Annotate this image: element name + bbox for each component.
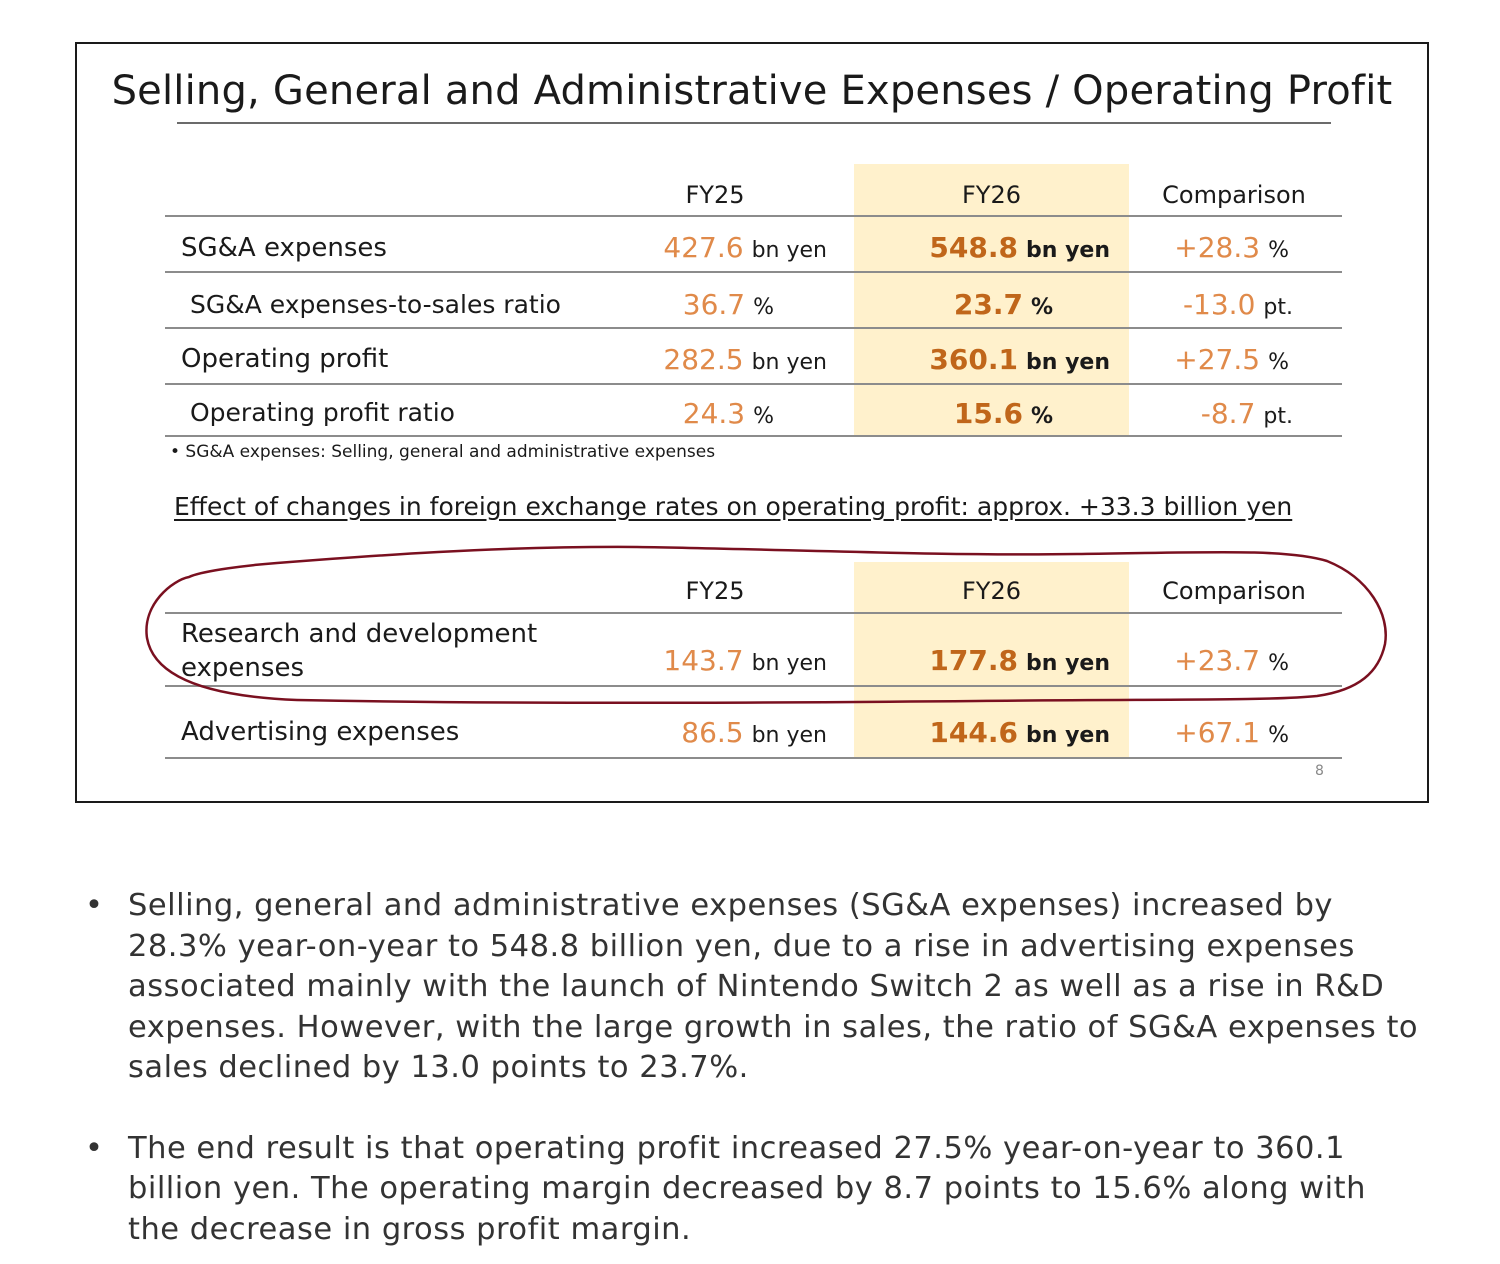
fy26-unit: % [1030, 404, 1053, 429]
row-label-sga-ratio: SG&A expenses-to-sales ratio [190, 290, 561, 319]
fy26-value: 15.6 [953, 397, 1023, 430]
row-fy26-sga-ratio: 23.7% [907, 288, 1053, 321]
row-comparison-advertising-expenses: +67.1% [1157, 716, 1289, 749]
row-comparison-operating-profit-ratio: -8.7 pt. [1157, 397, 1293, 430]
fy25-value: 282.5 [663, 343, 744, 376]
comparison-unit: pt. [1263, 295, 1293, 320]
bullet-item: • Selling, general and administrative ex… [85, 886, 1425, 1089]
comparison-value: +28.3 [1174, 231, 1261, 264]
fy26-value: 144.6 [929, 716, 1018, 749]
row-label-operating-profit: Operating profit [181, 344, 389, 374]
fy25-value: 143.7 [663, 644, 744, 677]
page-number: 8 [1315, 763, 1324, 779]
table2-header-fy26: FY26 [961, 577, 1021, 605]
fy26-highlight-column-2 [854, 562, 1129, 757]
fy26-unit: % [1030, 295, 1053, 320]
fy26-unit: bn yen [1026, 238, 1110, 263]
row-fy26-advertising-expenses: 144.6 bn yen [907, 716, 1110, 749]
comparison-unit: % [1268, 723, 1289, 748]
table2-header-rule [165, 612, 1342, 614]
row-fy25-sga-expenses: 427.6 bn yen [637, 231, 827, 264]
fy26-unit: bn yen [1026, 651, 1110, 676]
table2-row-rule [165, 685, 1342, 687]
fy25-unit: bn yen [751, 651, 827, 676]
row-fy26-sga-expenses: 548.8 bn yen [907, 231, 1110, 264]
rnd-label-line1: Research and development [181, 619, 538, 649]
fy25-value: 86.5 [681, 716, 744, 749]
table1-bottom-rule [165, 435, 1342, 437]
row-comparison-rnd-expenses: +23.7% [1157, 644, 1289, 677]
row-comparison-operating-profit: +27.5% [1157, 343, 1289, 376]
comparison-unit: % [1268, 350, 1289, 375]
row-fy25-advertising-expenses: 86.5 bn yen [637, 716, 827, 749]
fy25-unit: bn yen [751, 723, 827, 748]
footnote: • SG&A expenses: Selling, general and ad… [170, 442, 716, 462]
row-fy25-operating-profit-ratio: 24.3% [637, 397, 774, 430]
fy26-value: 177.8 [929, 644, 1018, 677]
table1-header-fy25: FY25 [685, 181, 745, 209]
row-fy25-rnd-expenses: 143.7 bn yen [637, 644, 827, 677]
bullet-marker: • [85, 1130, 104, 1166]
table1-row-rule [165, 327, 1342, 329]
table2-header-fy25: FY25 [685, 577, 745, 605]
fy25-unit: % [753, 295, 774, 320]
comparison-value: -13.0 [1182, 288, 1256, 321]
bullet-text: The end result is that operating profit … [128, 1130, 1366, 1247]
fy25-value: 36.7 [682, 288, 746, 321]
fy26-value: 23.7 [953, 288, 1023, 321]
bullet-item: • The end result is that operating profi… [85, 1129, 1425, 1251]
row-comparison-sga-ratio: -13.0 pt. [1157, 288, 1293, 321]
table1-header-rule [165, 215, 1342, 217]
bullet-marker: • [85, 888, 104, 923]
fy26-value: 360.1 [929, 343, 1018, 376]
comparison-unit: % [1268, 651, 1289, 676]
fy26-unit: bn yen [1026, 350, 1110, 375]
comparison-unit: pt. [1263, 404, 1293, 429]
row-fy25-sga-ratio: 36.7% [637, 288, 774, 321]
table1-row-rule [165, 271, 1342, 273]
commentary-bullets: • Selling, general and administrative ex… [85, 886, 1425, 1250]
row-comparison-sga-expenses: +28.3% [1157, 231, 1289, 264]
row-label-operating-profit-ratio: Operating profit ratio [190, 398, 455, 427]
slide: Selling, General and Administrative Expe… [75, 42, 1429, 803]
slide-title: Selling, General and Administrative Expe… [111, 68, 1393, 114]
fy25-value: 24.3 [682, 397, 746, 430]
row-fy26-operating-profit: 360.1 bn yen [907, 343, 1110, 376]
table1-row-rule [165, 383, 1342, 385]
annotation-circle [145, 545, 1387, 705]
fx-effect-note: Effect of changes in foreign exchange ra… [174, 492, 1293, 521]
fy26-value: 548.8 [929, 231, 1018, 264]
fy25-unit: % [753, 404, 774, 429]
row-fy26-operating-profit-ratio: 15.6% [907, 397, 1053, 430]
row-label-rnd-expenses: Research and development expenses [181, 617, 537, 685]
table1-header-fy26: FY26 [961, 181, 1021, 209]
row-label-advertising-expenses: Advertising expenses [181, 717, 460, 747]
comparison-value: +67.1 [1174, 716, 1261, 749]
row-fy26-rnd-expenses: 177.8 bn yen [907, 644, 1110, 677]
comparison-unit: % [1268, 238, 1289, 263]
table2-header-comparison: Comparison [1162, 577, 1306, 605]
comparison-value: -8.7 [1200, 397, 1256, 430]
fy25-value: 427.6 [663, 231, 744, 264]
title-divider [177, 122, 1331, 124]
table1-header-comparison: Comparison [1162, 181, 1306, 209]
fy25-unit: bn yen [751, 238, 827, 263]
fy25-unit: bn yen [751, 350, 827, 375]
fy26-unit: bn yen [1026, 723, 1110, 748]
fy26-highlight-column-1 [854, 164, 1129, 435]
row-fy25-operating-profit: 282.5 bn yen [637, 343, 827, 376]
bullet-text: Selling, general and administrative expe… [128, 888, 1419, 1085]
comparison-value: +27.5 [1174, 343, 1261, 376]
rnd-label-line2: expenses [181, 653, 304, 683]
table2-bottom-rule [165, 757, 1342, 759]
row-label-sga-expenses: SG&A expenses [181, 233, 387, 263]
comparison-value: +23.7 [1174, 644, 1261, 677]
